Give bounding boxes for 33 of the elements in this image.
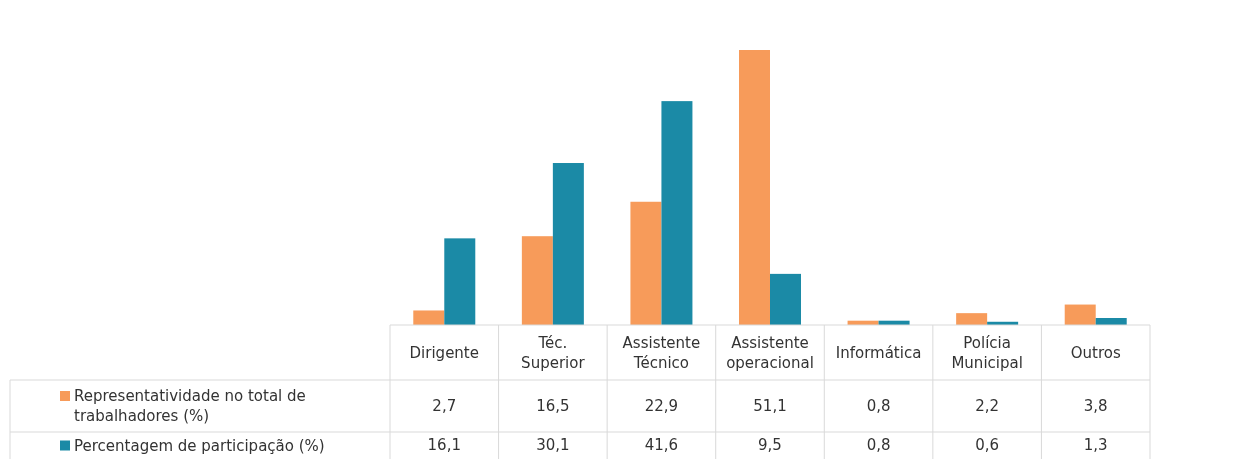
x-tick-label: Polícia Municipal [951, 333, 1023, 371]
data-label: 0,8 [866, 396, 891, 415]
data-label: 51,1 [753, 396, 787, 415]
data-label: 30,1 [536, 436, 570, 454]
x-tick-label: Dirigente [409, 343, 479, 361]
data-label: 2,2 [975, 396, 1000, 415]
bar [630, 201, 662, 325]
data-label: 41,6 [644, 436, 679, 454]
legend-label: Percentagem de participação (%) [74, 436, 325, 454]
bar [661, 101, 693, 325]
data-label: 1,3 [1083, 436, 1108, 454]
data-label: 0,6 [975, 436, 1000, 454]
x-tick-label: Outros [1070, 343, 1121, 361]
data-label: 2,7 [432, 396, 457, 415]
x-tick-label: Assistente Técnico [622, 333, 701, 371]
data-label: 16,5 [536, 396, 570, 415]
data-label: 22,9 [644, 396, 679, 415]
bar [770, 273, 801, 325]
bar [1064, 304, 1096, 325]
data-label: 3,8 [1083, 396, 1108, 415]
bar [956, 313, 988, 325]
data-label: 9,5 [758, 436, 782, 454]
bar [739, 50, 770, 325]
legend-label: Representatividade no total de trabalhadores (%) [74, 386, 306, 425]
x-tick-label: Informática [835, 343, 922, 361]
data-label: 16,1 [427, 436, 461, 454]
data-label: 0,8 [866, 436, 891, 454]
bar [552, 163, 584, 325]
x-tick-label: Téc. Superior [521, 333, 586, 371]
x-tick-label: Assistente operacional [726, 333, 814, 371]
bar [521, 236, 553, 325]
bar [413, 310, 445, 325]
bar [444, 238, 476, 325]
